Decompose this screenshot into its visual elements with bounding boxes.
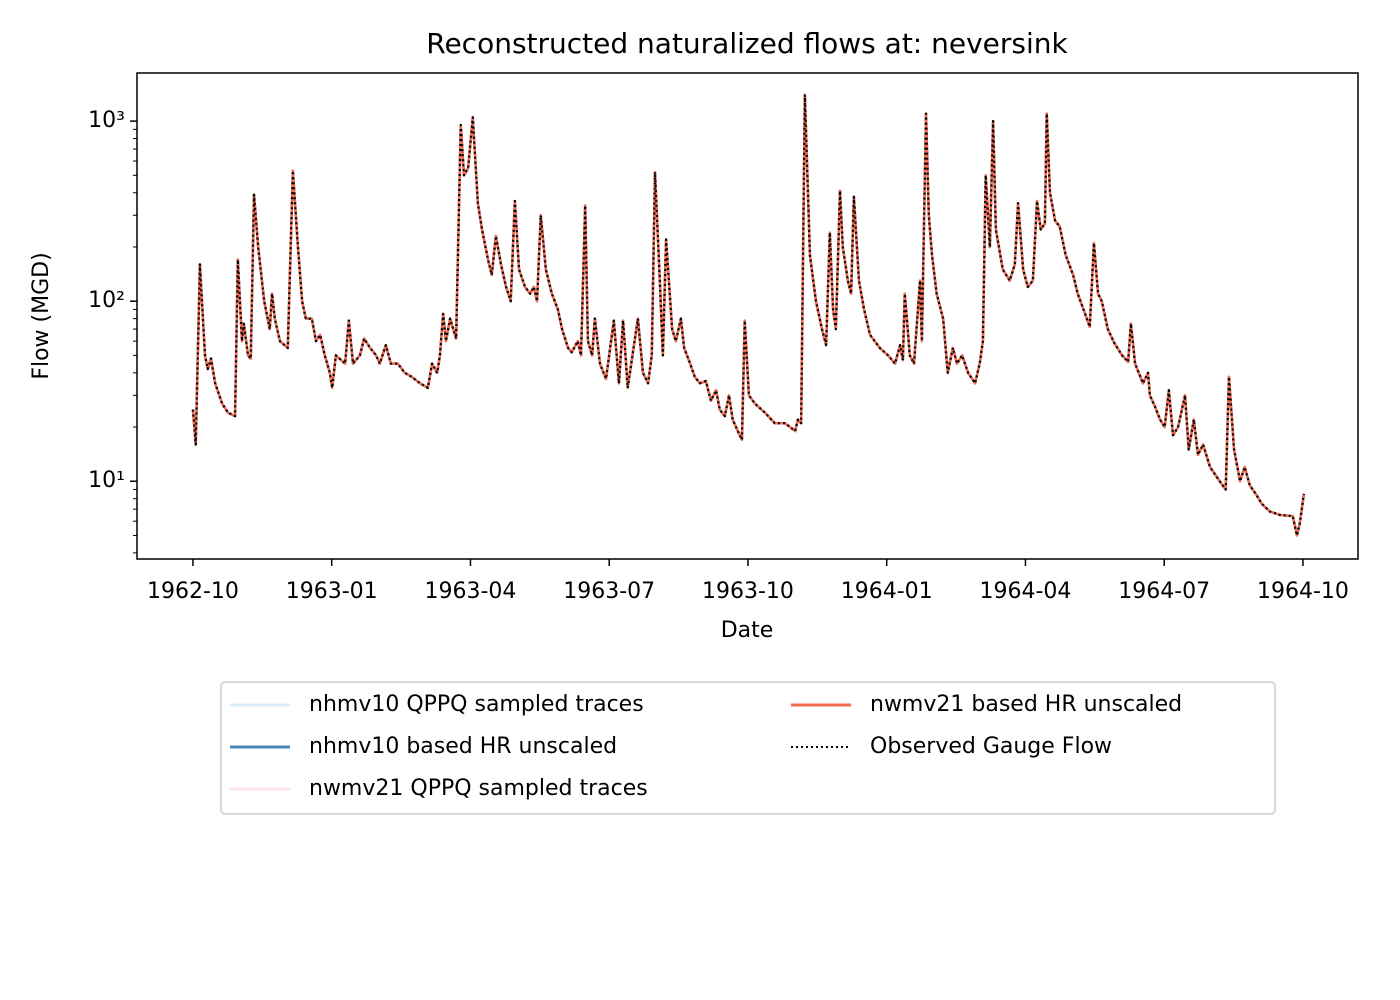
plot-area [191,93,1306,537]
x-tick-label: 1962-10 [147,579,239,604]
y-tick-label: 10² [88,288,125,313]
x-tick-label: 1964-04 [980,579,1072,604]
legend-label: Observed Gauge Flow [870,734,1112,759]
legend-label: nwmv21 based HR unscaled [870,692,1182,717]
x-tick-label: 1964-01 [841,579,933,604]
legend-label: nhmv10 QPPQ sampled traces [309,692,644,717]
plot-frame [136,72,1359,560]
x-tick-label: 1963-01 [286,579,378,604]
x-axis-label: Date [721,618,774,643]
series-line [191,93,1305,537]
x-tick-label: 1963-04 [425,579,517,604]
y-tick-label: 10³ [88,108,125,133]
y-axis-label: Flow (MGD) [29,252,54,379]
chart-title: Reconstructed naturalized flows at: neve… [426,27,1068,60]
x-tick-label: 1963-07 [563,579,655,604]
x-tick-label: 1964-07 [1118,579,1210,604]
x-tick-label: 1964-10 [1257,579,1349,604]
y-tick-label: 10¹ [88,468,125,493]
legend-label: nwmv21 QPPQ sampled traces [309,776,648,801]
legend-label: nhmv10 based HR unscaled [309,734,617,759]
x-tick-label: 1963-10 [702,579,794,604]
legend-box [220,681,1276,815]
